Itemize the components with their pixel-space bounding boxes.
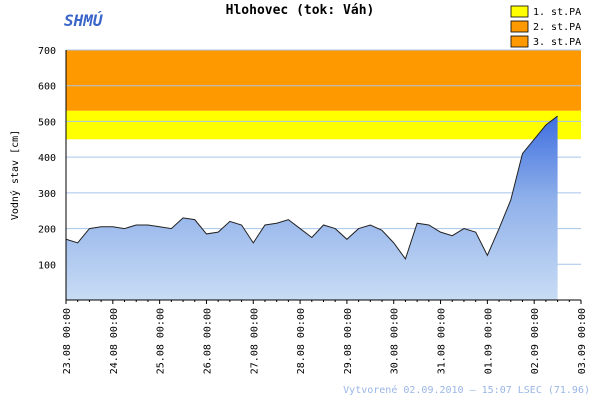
legend-label: 1. st.PA [533,7,581,18]
y-axis-label: Vodný stav [cm] [9,130,21,220]
legend-label: 2. st.PA [533,22,581,33]
footer: Vytvorené 02.09.2010 – 15:07 LSEC (71.96… [343,384,590,396]
legend-label: 3. st.PA [533,37,581,48]
y-tick-label: 700 [38,46,56,57]
threshold-band [66,50,581,111]
x-tick-label: 28.08 00:00 [296,308,307,374]
y-tick-label: 500 [38,117,56,128]
legend-swatch [510,5,529,18]
x-tick-label: 24.08 00:00 [109,308,120,374]
y-tick-label: 200 [38,225,56,236]
x-tick-label: 29.08 00:00 [343,308,354,374]
x-tick-label: 31.08 00:00 [437,308,448,374]
area-fill [66,116,558,300]
x-tick-label: 25.08 00:00 [156,308,167,374]
logo: SHMÚ [64,11,103,30]
threshold-band [66,110,581,140]
legend-swatch [510,35,529,48]
water-level-line [65,115,558,261]
x-tick-label: 01.09 00:00 [483,308,494,374]
legend-swatch [510,20,529,33]
x-tick-label: 26.08 00:00 [202,308,213,374]
x-tick-label: 23.08 00:00 [62,308,73,374]
y-tick-label: 300 [38,189,56,200]
x-tick-label: 02.09 00:00 [530,308,541,374]
x-tick-label: 27.08 00:00 [249,308,260,374]
chart-title: Hlohovec (tok: Váh) [226,3,375,18]
x-tick-label: 30.08 00:00 [390,308,401,374]
x-tick-label: 03.09 00:00 [577,308,588,374]
y-tick-label: 400 [38,153,56,164]
y-tick-label: 600 [38,82,56,93]
y-tick-label: 100 [38,260,56,271]
